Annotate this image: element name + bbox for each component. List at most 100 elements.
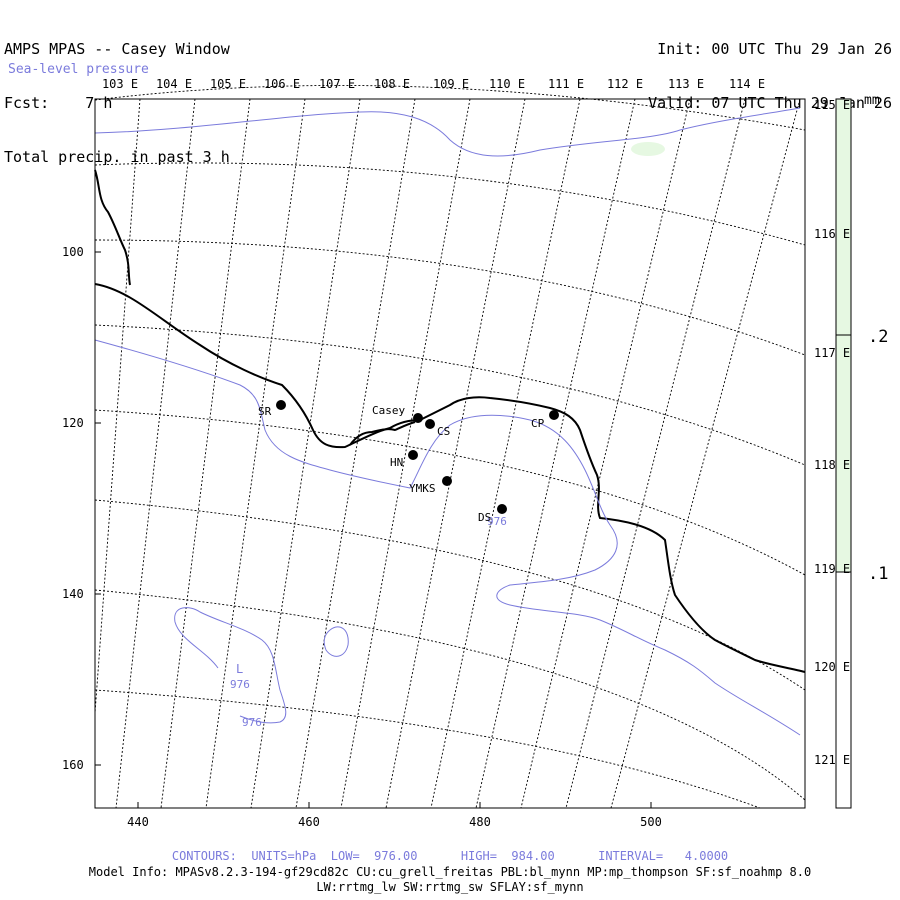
field-name: Total precip. in past 3 h [4,148,230,166]
contour-line [94,107,801,157]
parallel [94,499,806,691]
meridian [520,98,691,809]
station-label-casey: Casey [372,404,405,417]
lon-label-right: 115 E [814,98,851,112]
station-dot-hn [408,450,418,460]
colorbar-label: .2 [868,327,889,347]
colorbar-upper-fill [836,99,851,335]
lon-label: 109 E [432,77,470,91]
parallel [94,239,806,356]
parallel-lines [94,85,806,809]
colorbar-unit: mm [864,93,880,108]
contour-line [174,607,287,724]
contour-labels: 976 976 976 L [230,515,507,729]
station-label-ymks: YMKS [409,482,436,495]
grid-y-label: 100 [62,245,84,259]
lon-label-right: 118 E [814,458,851,472]
meridian [385,98,526,809]
forecast-hour: Fcst: 7 h [4,94,113,112]
parallel [94,162,806,246]
meridian [115,98,196,809]
parallel [94,85,806,131]
grid-y-label: 160 [62,758,84,772]
parallel [94,689,761,809]
station-label-sr: SR [258,405,272,418]
lon-label-right: 117 E [814,346,851,360]
grid-x-label: 460 [298,815,320,829]
contour-info: CONTOURS: UNITS=hPa LOW= 976.00 HIGH= 98… [171,849,729,863]
lon-label-right: 119 E [814,562,851,576]
station-dot-casey [413,413,423,423]
meridian [430,98,581,809]
coastline-main [94,283,806,673]
lon-label: 105 E [209,77,247,91]
station-label-hn: HN [390,456,403,469]
grid-y-label: 120 [62,416,84,430]
coastline [94,169,806,673]
meridian [160,98,251,809]
station-dot-ds [497,504,507,514]
contour-label: 976 [230,678,250,691]
axis-ticks [95,251,652,808]
station-label-cs: CS [437,425,450,438]
lon-label: 110 E [488,77,526,91]
meridian [295,98,416,809]
low-pressure-marker: L [236,662,243,676]
station-labels: SR Casey CS CP HN YMKS DS [258,404,545,524]
meridian [205,98,306,809]
lon-label: 103 E [101,77,139,91]
lon-label-right: 121 E [814,753,851,767]
grid-y-label: 140 [62,587,84,601]
station-dot-ymks [442,476,452,486]
meridian-lines [94,98,801,809]
lon-label: 111 E [547,77,585,91]
colorbar-empty [836,572,851,808]
grid-x-label: 480 [469,815,491,829]
meridian [475,98,636,809]
meridian [340,98,471,809]
lon-label-right: 120 E [814,660,851,674]
lon-label: 108 E [373,77,411,91]
coastline-west [94,169,131,286]
coastline-bay [349,421,416,446]
contour-label: 976 [242,716,262,729]
station-dot-cp [549,410,559,420]
contour-label: 976 [487,515,507,528]
station-dot-cs [425,419,435,429]
map-title: AMPS MPAS -- Casey Window [4,40,230,58]
meridian [94,98,141,714]
colorbar-lower-fill [836,335,851,572]
parallel [94,324,806,466]
station-markers [276,400,559,514]
contour-line [94,339,801,736]
lon-label: 106 E [263,77,301,91]
meridian [565,98,746,809]
station-label-ds: DS [478,511,491,524]
header-left: AMPS MPAS -- Casey Window Fcst: 7 h Tota… [4,4,230,184]
lon-label: 114 E [728,77,766,91]
init-time: Init: 00 UTC Thu 29 Jan 26 [657,40,892,58]
model-info-line-2: LW:rrtmg_lw SW:rrtmg_sw SFLAY:sf_mynn [316,880,584,894]
model-info-line-1: Model Info: MPASv8.2.3-194-gf29cd82c CU:… [88,865,812,879]
lon-label-right: 116 E [814,227,851,241]
meridian [610,98,801,809]
pressure-contours [94,107,801,736]
colorbar-frame [835,98,852,809]
map-frame [94,98,806,809]
station-label-cp: CP [531,417,545,430]
lon-label: 112 E [606,77,644,91]
lon-label: 113 E [667,77,705,91]
grid-x-label: 440 [127,815,149,829]
precip-area [631,142,665,156]
grid-x-label: 500 [640,815,662,829]
sea-level-pressure-key: Sea-level pressure [8,62,149,77]
colorbar-label: .1 [868,564,889,584]
parallel [94,589,806,801]
lon-label: 104 E [155,77,193,91]
station-dot-sr [276,400,286,410]
meridian [250,98,361,809]
contour-line [323,626,349,657]
lon-label: 107 E [318,77,356,91]
parallel [94,409,806,576]
